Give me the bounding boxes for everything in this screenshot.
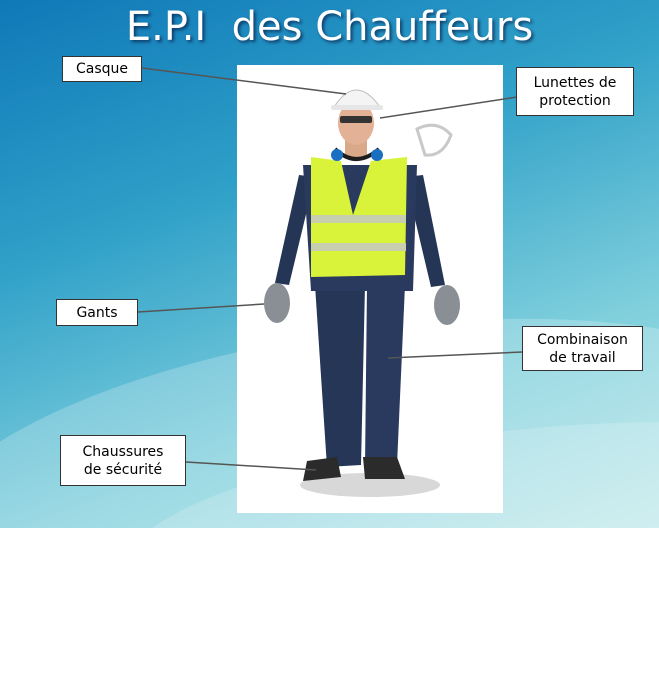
right-shoe — [363, 457, 405, 479]
label-casque: Casque — [62, 56, 142, 82]
label-lunettes: Lunettes de protection — [516, 67, 634, 116]
leader-casque — [141, 67, 347, 95]
right-leg — [365, 285, 405, 467]
left-shoe — [303, 457, 341, 481]
leader-lines — [137, 67, 523, 471]
slide-title: E.P.I des Chauffeurs — [125, 4, 534, 50]
vest-reflective-stripe — [311, 215, 406, 223]
helmet-brim — [331, 105, 383, 110]
leader-lunettes — [379, 96, 518, 119]
mask-icon — [415, 123, 453, 157]
left-glove — [264, 283, 290, 323]
vest-reflective-stripe-lower — [311, 243, 406, 251]
right-glove — [434, 285, 460, 325]
ear-defender-left — [331, 149, 343, 161]
leader-gants — [137, 303, 265, 313]
worker-photo — [237, 65, 503, 513]
label-gants: Gants — [56, 299, 138, 326]
ear-defender-right — [371, 149, 383, 161]
left-leg — [315, 285, 365, 467]
label-chaussures: Chaussures de sécurité — [60, 435, 186, 486]
safety-glasses — [340, 116, 372, 123]
worker-illustration — [264, 89, 460, 497]
leader-combinaison — [387, 351, 523, 359]
left-arm — [275, 175, 315, 285]
leader-chaussures — [185, 461, 317, 471]
label-combinaison: Combinaison de travail — [522, 326, 643, 371]
